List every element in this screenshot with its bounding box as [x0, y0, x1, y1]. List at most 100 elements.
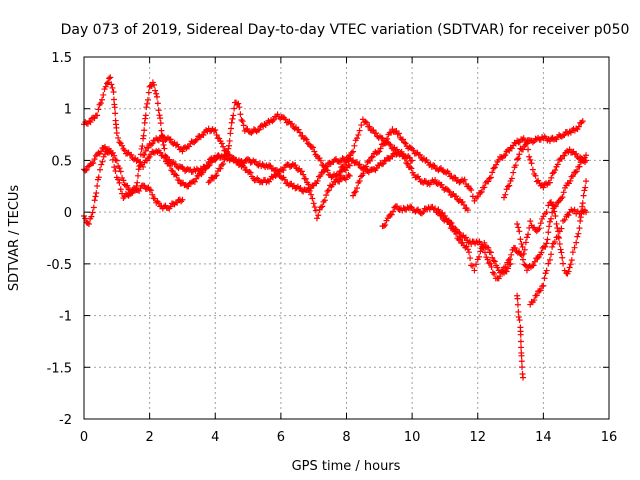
series-track-3 [81, 79, 222, 202]
data-point [354, 185, 360, 192]
data-point [92, 193, 99, 200]
data-point [185, 183, 192, 190]
data-point [355, 131, 362, 138]
data-point [96, 166, 103, 173]
data-point [404, 160, 411, 167]
data-point [517, 331, 524, 338]
data-point [147, 187, 154, 194]
data-point [333, 171, 340, 178]
data-point [302, 135, 309, 142]
data-point [579, 200, 586, 207]
data-point [542, 270, 549, 277]
data-point [137, 158, 144, 165]
data-point [350, 148, 357, 155]
data-point [539, 245, 546, 252]
data-point [136, 187, 143, 194]
data-point [386, 212, 393, 219]
data-point [449, 175, 456, 182]
data-point [308, 191, 315, 198]
data-point [448, 220, 455, 227]
data-point [354, 135, 360, 142]
data-point [512, 162, 519, 169]
data-point [95, 106, 102, 113]
data-point [580, 192, 587, 199]
data-point [244, 125, 251, 132]
x-tick-label: 6 [277, 430, 285, 445]
series-track-8 [350, 118, 586, 204]
data-point [160, 141, 167, 148]
data-point [459, 198, 466, 205]
data-point [377, 160, 384, 167]
data-point [490, 165, 497, 172]
data-point [502, 263, 509, 270]
data-point [514, 221, 521, 228]
data-point [117, 168, 124, 175]
data-point [525, 146, 532, 153]
series-track-9 [379, 203, 514, 276]
data-point [213, 131, 220, 138]
data-point [581, 187, 588, 194]
data-point [512, 244, 519, 251]
data-point [230, 112, 237, 119]
data-point [532, 135, 539, 142]
data-point [556, 157, 563, 164]
data-point [321, 197, 328, 204]
data-point [209, 174, 216, 181]
data-point [546, 256, 553, 263]
data-point [103, 80, 110, 87]
data-point [519, 364, 526, 371]
data-point [87, 119, 94, 126]
series-track-7 [336, 116, 471, 214]
data-point [176, 177, 183, 184]
data-point [438, 181, 445, 188]
data-point [532, 172, 539, 179]
data-point [231, 156, 238, 163]
data-point [261, 120, 268, 127]
data-point [178, 145, 185, 152]
data-point [91, 197, 98, 204]
x-axis-label: GPS time / hours [292, 459, 401, 474]
data-point [579, 203, 586, 210]
data-point [107, 74, 114, 81]
data-point [522, 141, 529, 148]
data-point [558, 195, 565, 202]
data-point [97, 100, 104, 107]
data-point [575, 123, 582, 130]
data-point [141, 182, 148, 189]
data-point [319, 203, 326, 210]
data-point [246, 168, 253, 175]
data-point [116, 179, 123, 186]
data-point [331, 156, 338, 163]
data-point [574, 233, 581, 240]
data-point [552, 212, 559, 219]
data-point [326, 159, 333, 166]
data-point [576, 225, 583, 232]
data-point [561, 131, 568, 138]
data-point [464, 207, 471, 214]
y-tick-label: -2 [59, 413, 72, 428]
data-point [520, 256, 527, 263]
data-point [100, 91, 107, 98]
data-point [220, 160, 227, 167]
data-point [394, 203, 401, 210]
data-point [506, 256, 513, 263]
data-point [345, 172, 352, 179]
data-point [156, 112, 163, 119]
data-point [518, 358, 525, 365]
data-point [573, 239, 580, 246]
data-point [207, 177, 213, 184]
data-point [527, 156, 534, 163]
data-point [154, 93, 161, 100]
data-point [161, 203, 168, 210]
data-point [193, 136, 200, 143]
data-point [549, 243, 556, 250]
y-tick-label: -0.5 [47, 258, 72, 273]
data-point [99, 158, 106, 165]
data-point [336, 172, 343, 179]
data-point [548, 174, 555, 181]
data-point [191, 178, 198, 185]
data-point [151, 81, 157, 88]
data-point [267, 162, 274, 169]
data-point [144, 100, 151, 107]
data-point [98, 148, 105, 155]
